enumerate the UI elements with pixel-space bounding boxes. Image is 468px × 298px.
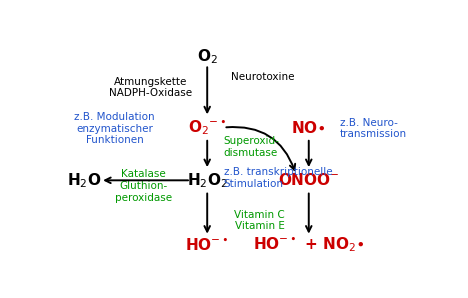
Text: z.B. Neuro-
transmission: z.B. Neuro- transmission [340, 118, 407, 139]
Text: z.B. transkriptionelle
Stimulation: z.B. transkriptionelle Stimulation [224, 167, 332, 189]
Text: O$_2$$^{-\bullet}$: O$_2$$^{-\bullet}$ [188, 118, 227, 137]
Text: ONOO$^{-}$: ONOO$^{-}$ [278, 172, 340, 188]
Text: HO$^{-\bullet}$: HO$^{-\bullet}$ [185, 237, 229, 253]
Text: H$_2$O$_2$: H$_2$O$_2$ [187, 171, 228, 190]
Text: O$_2$: O$_2$ [197, 47, 218, 66]
Text: HO$^{-\bullet}$ + NO$_2$$\bullet$: HO$^{-\bullet}$ + NO$_2$$\bullet$ [253, 235, 365, 254]
Text: Superoxid-
dismutase: Superoxid- dismutase [224, 136, 279, 158]
Text: Atmungskette
NADPH-Oxidase: Atmungskette NADPH-Oxidase [110, 77, 192, 98]
Text: Neurotoxine: Neurotoxine [231, 72, 294, 82]
Text: H$_2$O: H$_2$O [66, 171, 101, 190]
Text: Vitamin C
Vitamin E: Vitamin C Vitamin E [234, 210, 285, 231]
Text: Katalase
Gluthion-
peroxidase: Katalase Gluthion- peroxidase [115, 170, 172, 203]
Text: NO$\bullet$: NO$\bullet$ [292, 119, 326, 136]
Text: z.B. Modulation
enzymatischer
Funktionen: z.B. Modulation enzymatischer Funktionen [74, 112, 155, 145]
FancyArrowPatch shape [227, 127, 295, 170]
